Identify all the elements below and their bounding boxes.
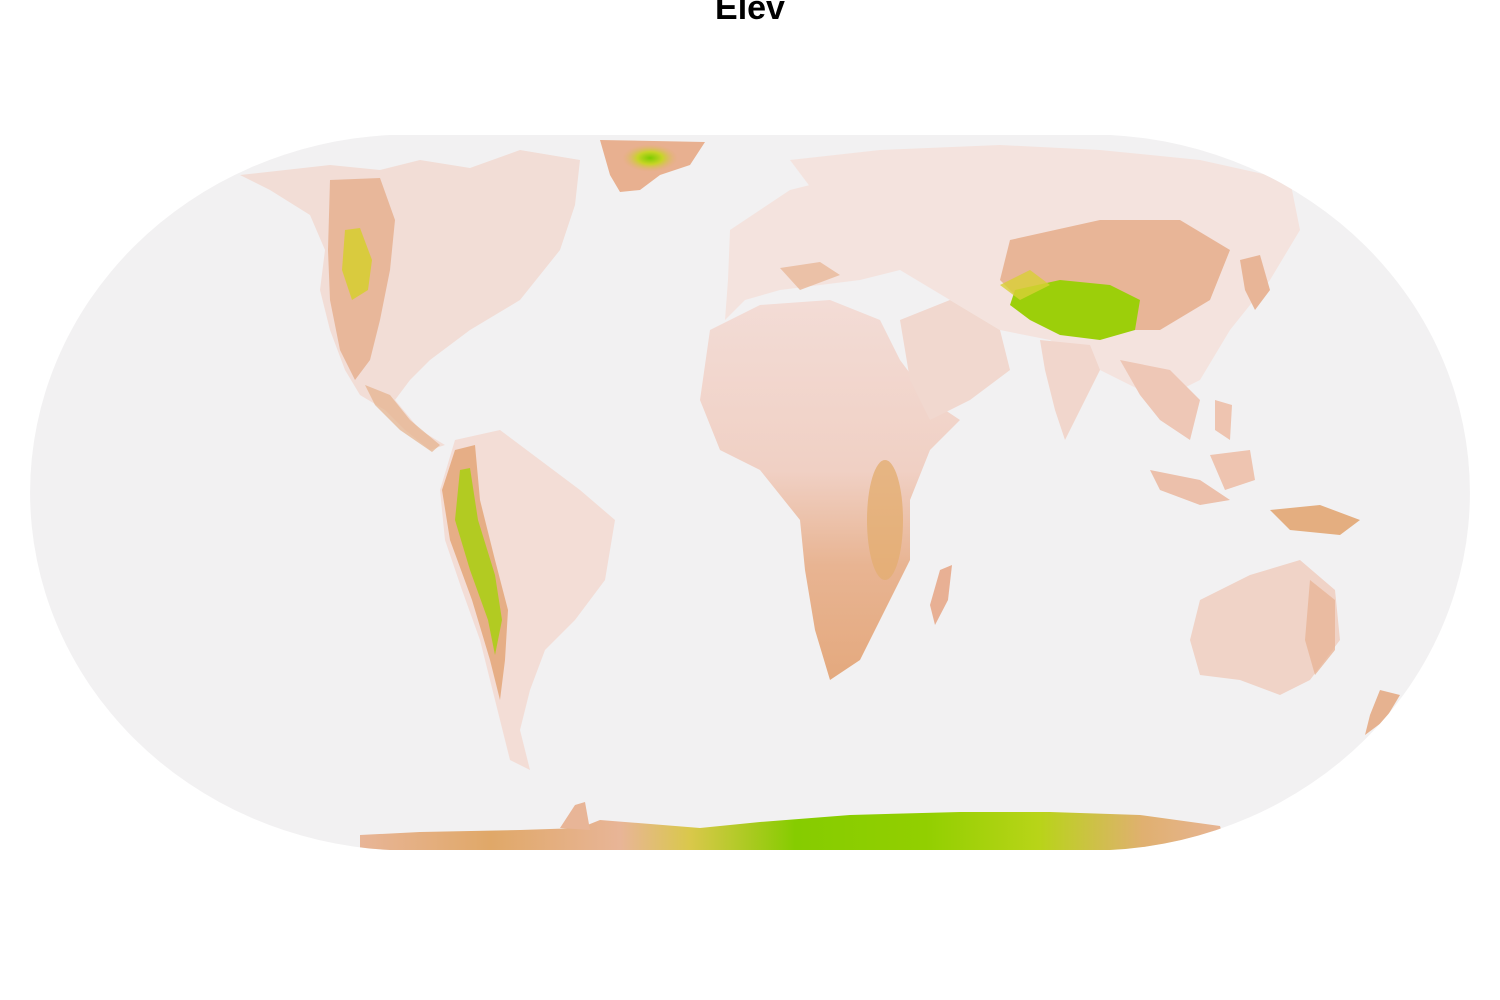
antarctica [360, 812, 1230, 850]
andes-peaks [455, 468, 502, 655]
east-african-highlands [867, 460, 903, 580]
north-america [240, 150, 580, 450]
australia [1190, 560, 1340, 695]
tibetan-plateau [1010, 280, 1140, 340]
greenland-ice-peak [622, 144, 678, 172]
philippines [1215, 400, 1232, 440]
new-guinea [1270, 505, 1360, 535]
arabia [900, 300, 1010, 420]
india [1040, 340, 1100, 440]
africa [700, 300, 960, 680]
great-dividing-range [1305, 580, 1335, 675]
new-zealand [1365, 690, 1400, 735]
rocky-mountains [342, 228, 372, 300]
alps [780, 262, 840, 290]
map-title: Elev [715, 0, 785, 27]
antarctic-peninsula [560, 802, 590, 830]
central-america [365, 385, 440, 452]
southeast-asia [1120, 360, 1200, 440]
japan [1240, 255, 1270, 310]
landmasses [240, 140, 1400, 850]
madagascar [930, 565, 952, 625]
himalaya-edge [1000, 270, 1050, 300]
indonesia [1150, 470, 1230, 505]
borneo [1210, 450, 1255, 490]
